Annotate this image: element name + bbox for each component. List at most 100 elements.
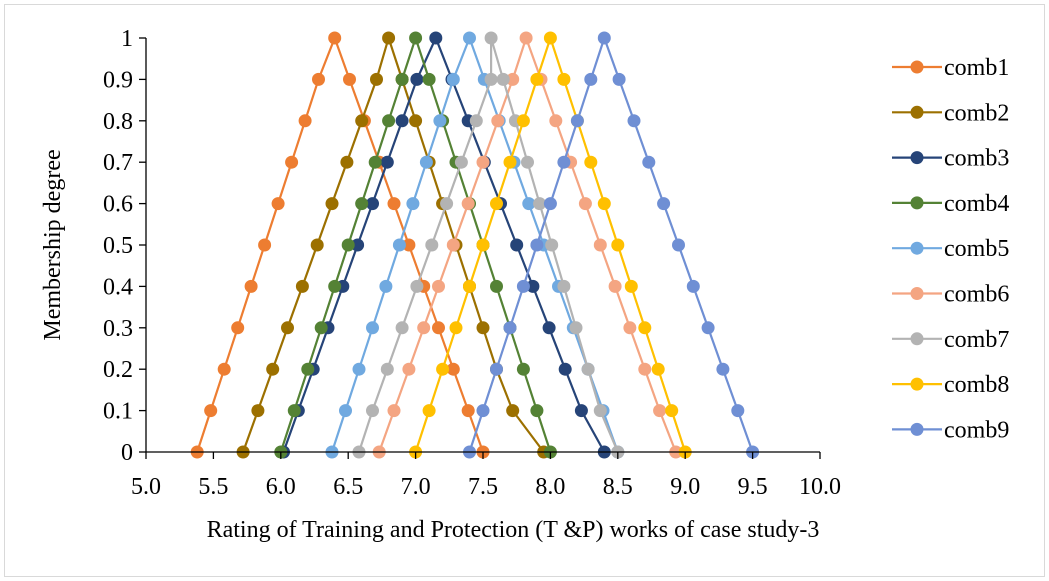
data-point-comb5 [379, 279, 393, 293]
y-tick-label: 0.4 [103, 274, 133, 300]
data-point-comb1 [432, 321, 445, 335]
data-point-comb3 [574, 404, 588, 418]
data-point-comb8 [597, 197, 611, 211]
data-point-comb3 [351, 238, 365, 252]
legend-marker [910, 151, 924, 165]
y-tick-label: 0 [121, 440, 133, 466]
y-tick-label: 0.1 [103, 399, 133, 425]
data-point-comb8 [624, 279, 638, 293]
data-point-comb8 [584, 155, 598, 169]
y-tick-label: 1 [121, 26, 133, 52]
x-tick-label: 6.5 [333, 474, 363, 500]
data-point-comb3 [366, 197, 379, 211]
y-tick-label: 0.8 [103, 109, 133, 135]
data-point-comb8 [503, 155, 517, 169]
data-point-comb9 [503, 321, 517, 335]
data-point-comb2 [382, 31, 396, 45]
legend-item-comb7: comb7 [892, 327, 1009, 353]
data-point-comb6 [461, 197, 475, 211]
data-point-comb6 [491, 114, 505, 128]
data-point-comb8 [651, 362, 665, 376]
data-point-comb8 [422, 404, 436, 418]
series-comb4 [274, 31, 557, 459]
data-point-comb7 [366, 404, 379, 418]
data-point-comb6 [653, 404, 667, 418]
data-point-comb9 [530, 238, 544, 252]
x-tick-label: 7.5 [468, 474, 498, 500]
legend-item-comb9: comb9 [892, 417, 1009, 443]
data-point-comb5 [392, 238, 406, 252]
data-point-comb5 [406, 197, 420, 211]
data-point-comb2 [409, 114, 423, 128]
data-point-comb3 [380, 155, 394, 169]
data-point-comb6 [623, 321, 637, 335]
legend-label: comb8 [944, 372, 1009, 398]
data-point-comb9 [686, 279, 700, 293]
data-point-comb2 [325, 197, 339, 211]
data-point-comb5 [463, 31, 476, 45]
data-point-comb9 [627, 114, 641, 128]
data-point-comb3 [542, 321, 556, 335]
data-point-comb8 [463, 279, 476, 293]
y-tick-label: 0.7 [103, 150, 133, 176]
data-point-comb5 [419, 155, 433, 169]
data-point-comb7 [410, 279, 424, 293]
data-point-comb4 [490, 279, 503, 293]
legend-marker [910, 332, 924, 346]
data-point-comb6 [476, 155, 490, 169]
data-point-comb3 [395, 114, 409, 128]
data-point-comb9 [731, 404, 745, 418]
data-point-comb4 [328, 279, 342, 293]
x-tick-label: 8.5 [603, 474, 633, 500]
data-point-comb6 [593, 238, 607, 252]
data-point-comb6 [402, 362, 416, 376]
data-point-comb5 [339, 404, 352, 418]
legend-label: comb7 [944, 327, 1009, 353]
data-point-comb2 [476, 321, 490, 335]
data-point-comb5 [433, 114, 447, 128]
data-point-comb7 [380, 362, 394, 376]
data-point-comb7 [484, 31, 498, 45]
legend-marker [910, 196, 924, 210]
y-tick-label: 0.5 [103, 233, 133, 259]
data-point-comb4 [422, 72, 436, 86]
x-tick-label: 5.0 [131, 474, 161, 500]
legend-item-comb6: comb6 [892, 282, 1009, 308]
data-point-comb4 [530, 404, 544, 418]
legend-marker [910, 241, 924, 255]
data-point-comb7 [545, 238, 559, 252]
x-tick-label: 9.5 [738, 474, 768, 500]
series-comb1 [190, 31, 490, 459]
data-point-comb3 [510, 238, 524, 252]
x-tick-label: 6.0 [266, 474, 296, 500]
data-point-comb4 [516, 362, 530, 376]
legend-label: comb5 [944, 236, 1009, 262]
data-point-comb7 [469, 114, 483, 128]
data-point-comb4 [355, 197, 369, 211]
data-point-comb3 [410, 72, 424, 86]
legend-marker [910, 105, 924, 119]
legend-marker [910, 60, 924, 74]
data-point-comb9 [584, 72, 598, 86]
legend-label: comb1 [944, 55, 1009, 81]
data-point-comb9 [716, 362, 730, 376]
data-point-comb7 [581, 362, 595, 376]
y-tick-label: 0.3 [103, 316, 133, 342]
data-point-comb7 [557, 279, 571, 293]
data-point-comb1 [328, 31, 342, 45]
data-point-comb4 [341, 238, 355, 252]
data-point-comb9 [490, 362, 503, 376]
x-tick-label: 8.0 [535, 474, 565, 500]
data-point-comb8 [638, 321, 652, 335]
y-tick-label: 0.6 [103, 192, 133, 218]
legend-label: comb3 [944, 146, 1009, 172]
series-comb9 [463, 31, 760, 459]
data-point-comb6 [519, 31, 533, 45]
data-point-comb8 [476, 238, 490, 252]
data-point-comb2 [295, 279, 309, 293]
data-point-comb9 [543, 197, 557, 211]
data-point-comb9 [557, 155, 571, 169]
data-point-comb9 [570, 114, 584, 128]
legend-item-comb8: comb8 [892, 372, 1009, 398]
